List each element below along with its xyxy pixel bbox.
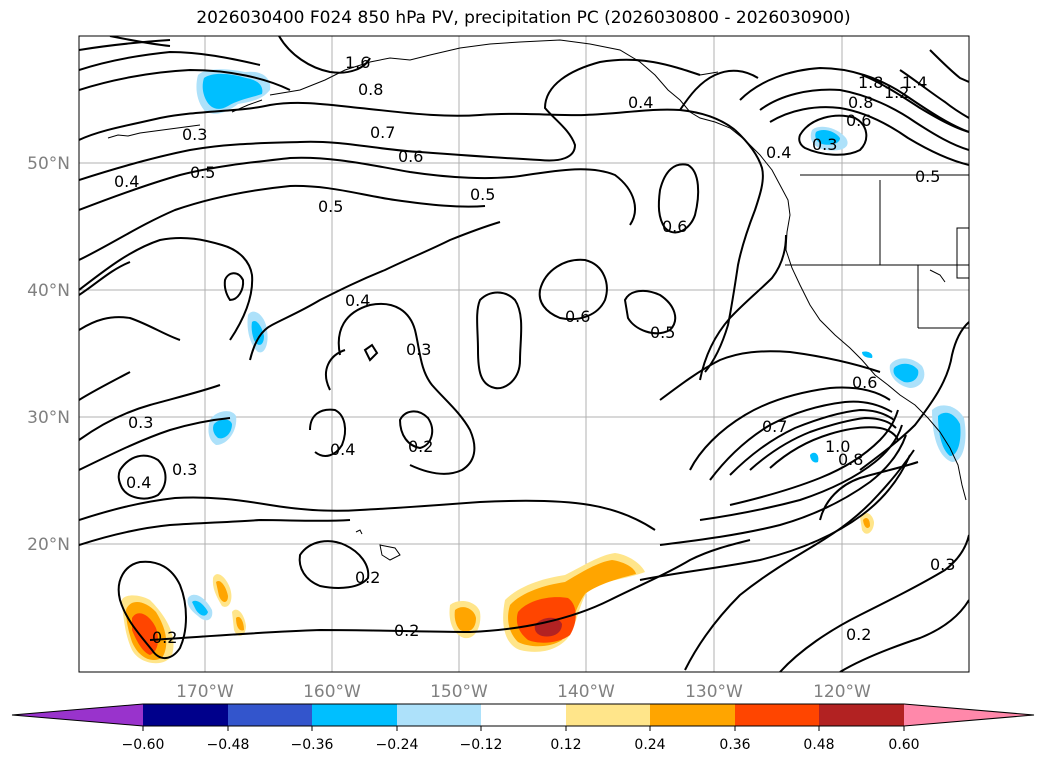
precip-positive-shading — [121, 512, 874, 664]
contour-label: 0.4 — [628, 93, 653, 112]
colorbar-segment — [650, 704, 735, 726]
contour-label: 0.2 — [152, 628, 177, 647]
contour-label: 0.3 — [812, 135, 837, 154]
contour-label: 0.8 — [848, 93, 873, 112]
colorbar-tick: −0.36 — [291, 737, 334, 753]
lon-label: 170°W — [176, 682, 234, 702]
colorbar-tick: 0.12 — [550, 737, 581, 753]
contour-label: 0.8 — [358, 80, 383, 99]
colorbar-segment — [819, 704, 904, 726]
plot-border — [78, 35, 970, 673]
contour-label: 0.6 — [662, 217, 687, 236]
lon-label: 150°W — [430, 682, 488, 702]
contour-label: 0.2 — [408, 437, 433, 456]
lat-label: 40°N — [27, 281, 70, 301]
colorbar-extend-high — [904, 704, 1034, 726]
colorbar: −0.60 −0.48 −0.36 −0.24 −0.12 0.12 0.24 … — [11, 703, 1035, 753]
colorbar-tick: −0.24 — [376, 737, 419, 753]
contour-label: 0.4 — [766, 143, 791, 162]
contour-label: 0.2 — [394, 621, 419, 640]
lon-label: 120°W — [813, 682, 871, 702]
colorbar-extend-low — [12, 704, 143, 726]
contour-label: 0.3 — [930, 555, 955, 574]
contour-label: 0.6 — [565, 307, 590, 326]
contour-label: 0.7 — [370, 123, 395, 142]
contour-label: 0.4 — [345, 291, 370, 310]
contour-label: 0.7 — [762, 417, 787, 436]
lon-label: 140°W — [557, 682, 615, 702]
colorbar-segment — [228, 704, 312, 726]
contour-label: 1.2 — [884, 83, 909, 102]
colorbar-segment — [481, 704, 566, 726]
contour-label: 0.5 — [915, 167, 940, 186]
contour-label: 0.5 — [650, 323, 675, 342]
contour-label: 0.6 — [852, 373, 877, 392]
colorbar-segment — [566, 704, 650, 726]
contour-label: 0.6 — [398, 147, 423, 166]
coastlines — [107, 39, 969, 561]
colorbar-tick: −0.60 — [122, 737, 165, 753]
lat-label: 30°N — [27, 408, 70, 428]
contour-label: 0.4 — [114, 172, 139, 191]
colorbar-tick: 0.60 — [888, 737, 919, 753]
colorbar-tick: 0.48 — [803, 737, 834, 753]
contour-label: 0.2 — [355, 568, 380, 587]
contour-label: 0.6 — [846, 111, 871, 130]
contour-label: 1.4 — [902, 73, 927, 92]
contour-label: 0.3 — [406, 340, 431, 359]
precip-negative-shading — [187, 69, 966, 621]
contour-label: 1.0 — [825, 437, 850, 456]
contour-label: 1.8 — [858, 73, 883, 92]
colorbar-tick: 0.24 — [634, 737, 665, 753]
latitude-labels: 50°N 40°N 30°N 20°N — [27, 154, 70, 555]
pv-contours — [79, 36, 969, 672]
contour-label: 1.6 — [345, 53, 370, 72]
contour-labels: 1.6 0.8 0.4 0.3 0.7 0.6 0.5 0.4 0.5 0.5 … — [114, 53, 955, 647]
contour-label: 0.5 — [470, 185, 495, 204]
contour-label: 0.4 — [330, 440, 355, 459]
contour-label: 0.3 — [182, 125, 207, 144]
contour-label: 0.5 — [190, 163, 215, 182]
colorbar-segment — [735, 704, 819, 726]
lon-label: 160°W — [303, 682, 361, 702]
lat-label: 20°N — [27, 535, 70, 555]
contour-label: 0.8 — [838, 450, 863, 469]
contour-label: 0.3 — [128, 413, 153, 432]
colorbar-segment — [143, 704, 228, 726]
contour-label: 0.3 — [172, 460, 197, 479]
lat-label: 50°N — [27, 154, 70, 174]
contour-label: 0.4 — [126, 473, 151, 492]
longitude-labels: 170°W 160°W 150°W 140°W 130°W 120°W — [176, 682, 871, 702]
contour-label: 0.2 — [846, 625, 871, 644]
colorbar-segment — [397, 704, 481, 726]
colorbar-tick: 0.36 — [719, 737, 750, 753]
colorbar-tick: −0.12 — [460, 737, 503, 753]
colorbar-segment — [312, 704, 397, 726]
contour-label: 0.5 — [318, 197, 343, 216]
colorbar-tick: −0.48 — [207, 737, 250, 753]
lon-label: 130°W — [685, 682, 743, 702]
map-title: 2026030400 F024 850 hPa PV, precipitatio… — [196, 8, 851, 28]
